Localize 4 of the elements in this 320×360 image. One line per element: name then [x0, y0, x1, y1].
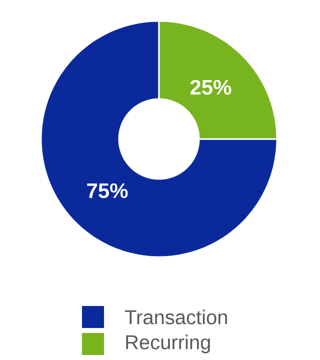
data-label: 75%	[87, 183, 128, 198]
legend-label: Transaction	[124, 310, 227, 324]
legend-label: Recurring	[126, 334, 210, 354]
data-label: 25%	[190, 80, 232, 95]
